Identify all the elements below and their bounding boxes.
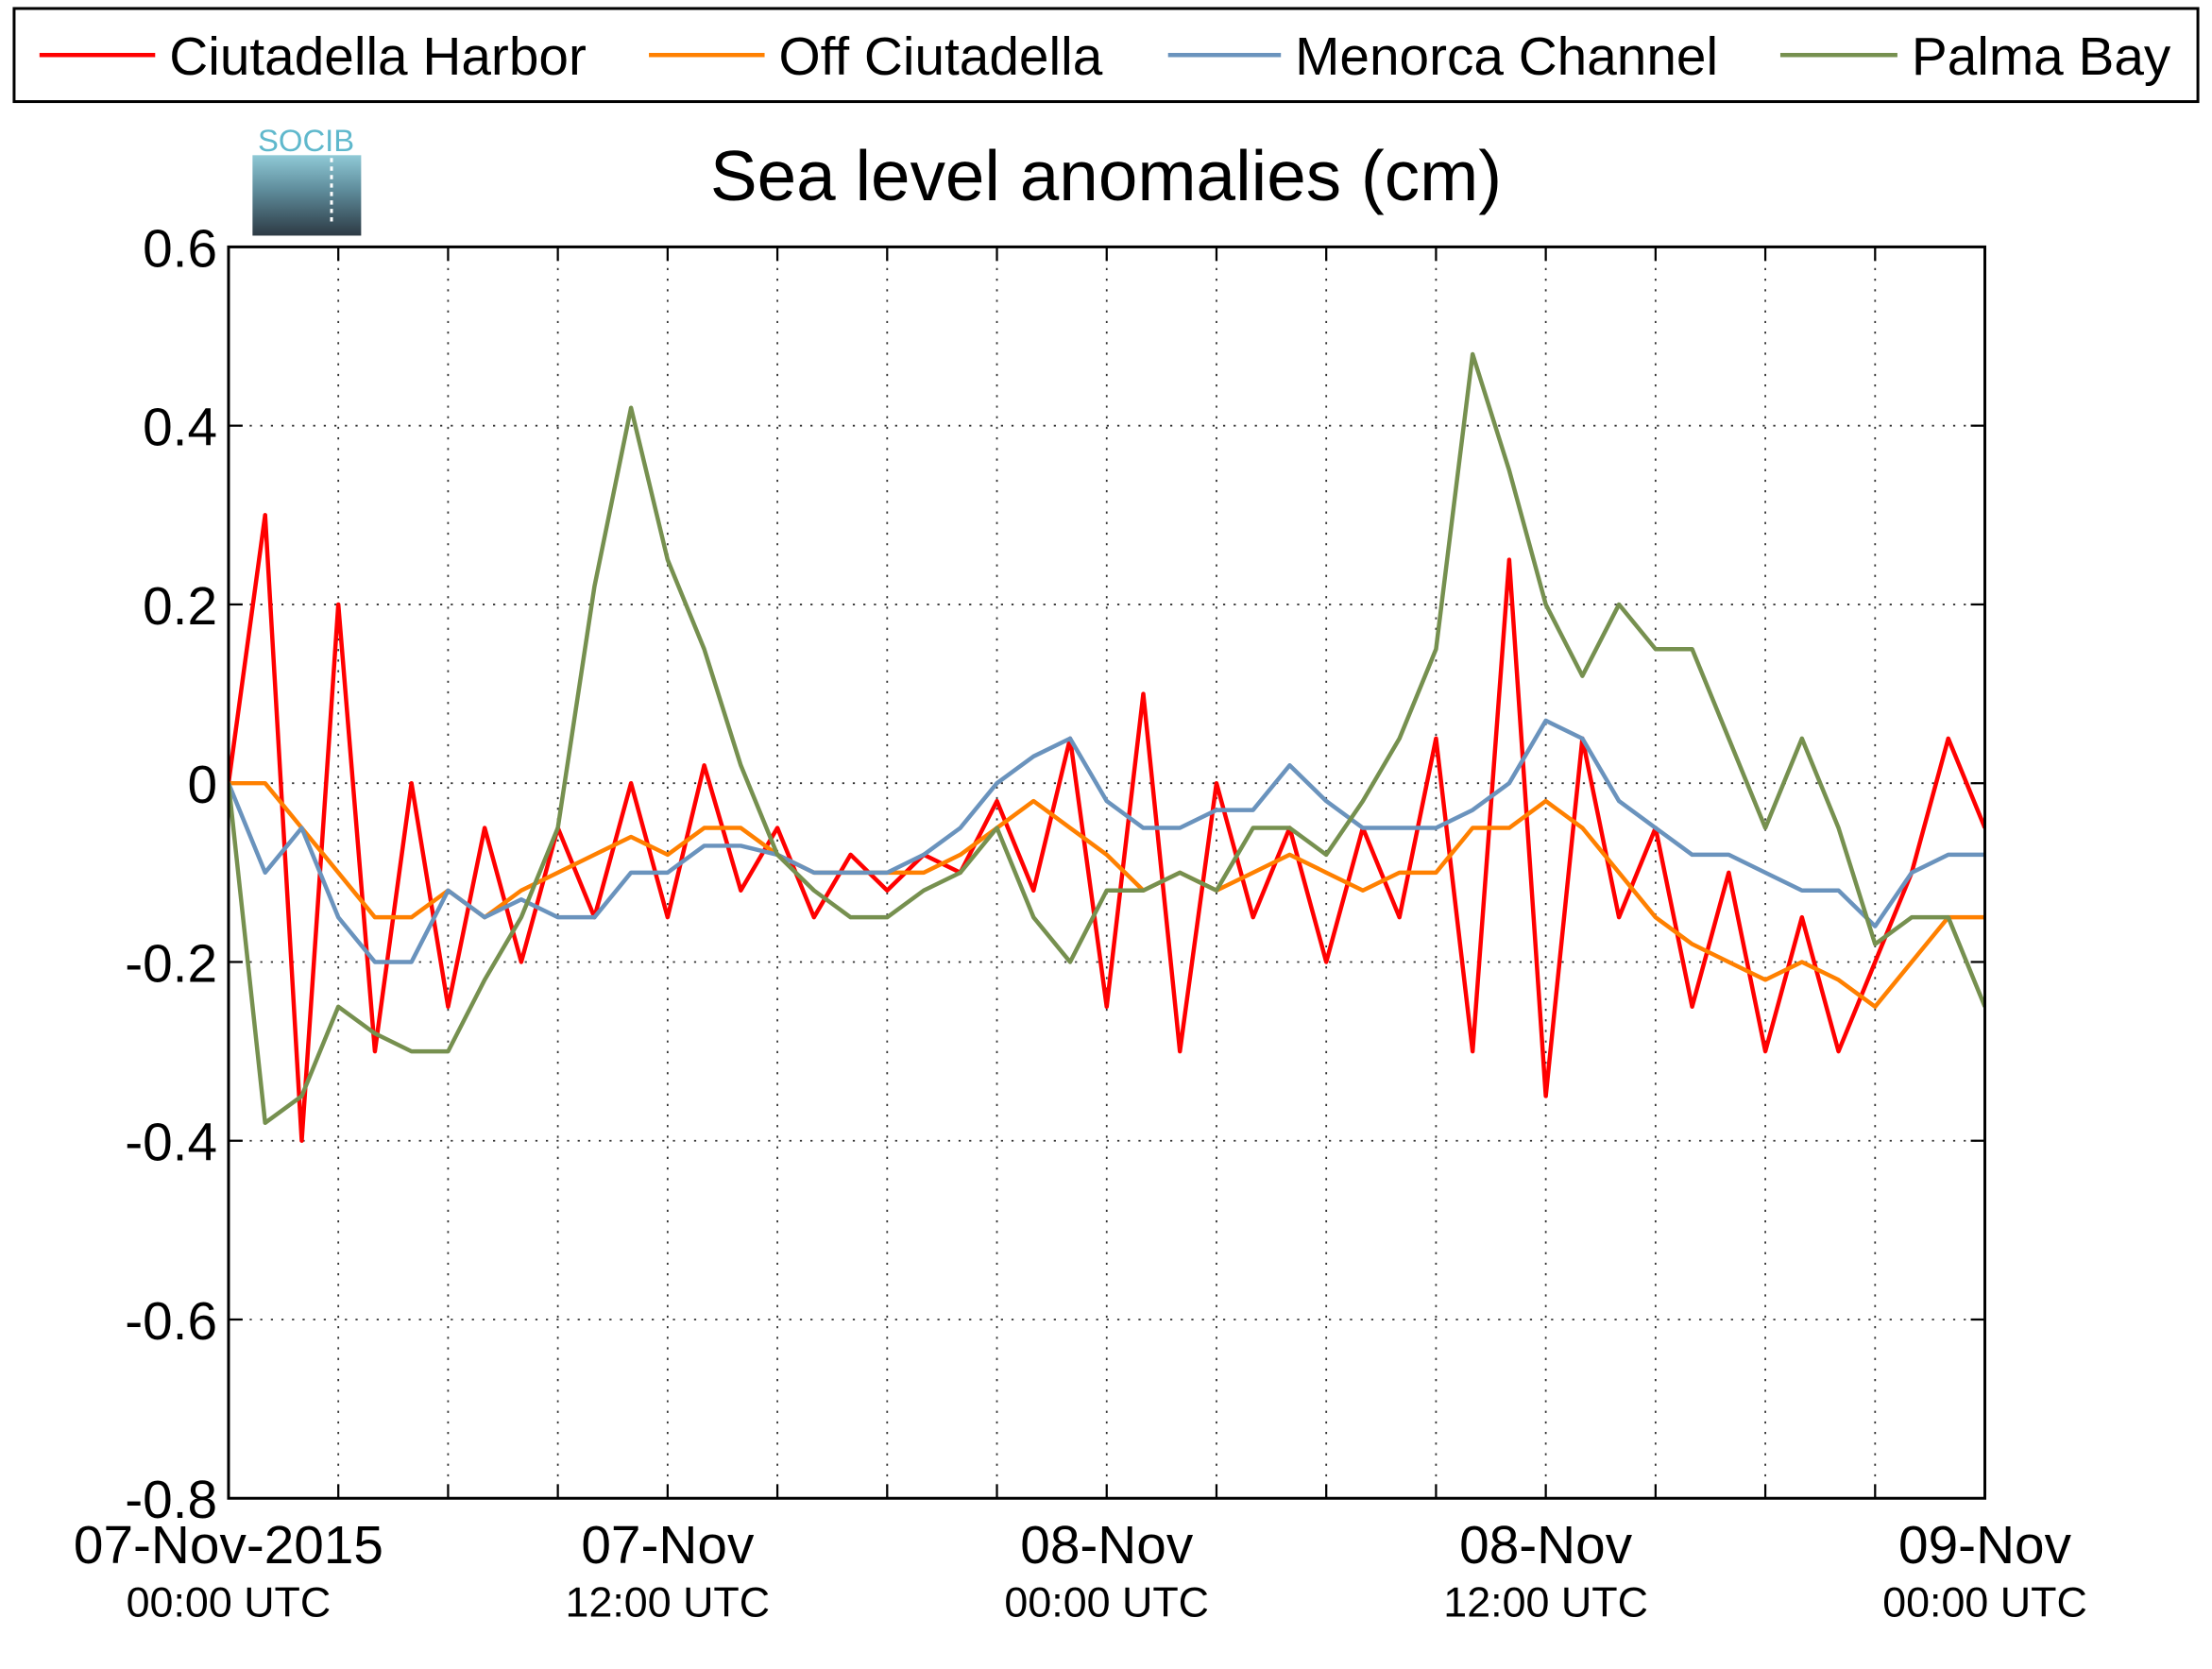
y-tick-label: -0.4 (125, 1114, 217, 1173)
x-tick-label: 09-Nov (1898, 1516, 2072, 1575)
y-tick-label: 0.2 (143, 577, 217, 637)
y-tick-label: -0.2 (125, 934, 217, 994)
x-tick-sublabel: 00:00 UTC (1004, 1579, 1209, 1626)
chart-title: Sea level anomalies (cm) (710, 136, 1502, 215)
x-tick-sublabel: 00:00 UTC (1882, 1579, 2087, 1626)
x-tick-sublabel: 00:00 UTC (127, 1579, 332, 1626)
axes-frame (227, 245, 1987, 1500)
series-line (228, 351, 1985, 1126)
logo: SOCIB (252, 123, 362, 236)
x-tick-label: 08-Nov (1020, 1516, 1194, 1575)
y-tick-label: -0.8 (125, 1471, 217, 1530)
legend-label: Off Ciutadella (778, 27, 1102, 87)
logo-image (252, 155, 362, 236)
legend-label: Ciutadella Harbor (169, 27, 587, 87)
legend-label: Palma Bay (1912, 27, 2171, 87)
x-tick-label: 07-Nov (581, 1516, 755, 1575)
x-tick-sublabel: 12:00 UTC (1443, 1579, 1648, 1626)
y-tick-label: -0.6 (125, 1292, 217, 1352)
y-tick-label: 0 (187, 756, 217, 815)
legend-label: Menorca Channel (1295, 27, 1718, 87)
logo-text: SOCIB (258, 123, 354, 158)
series-line (228, 718, 1985, 964)
series-line (228, 513, 1985, 1143)
x-tick-label: 08-Nov (1459, 1516, 1633, 1575)
x-tick-sublabel: 12:00 UTC (566, 1579, 771, 1626)
y-tick-label: 0.4 (143, 399, 217, 458)
plot-lines (228, 351, 1985, 1143)
series-line (228, 780, 1985, 1010)
x-tick-label: 07-Nov-2015 (74, 1516, 383, 1575)
y-tick-label: 0.6 (143, 219, 217, 279)
